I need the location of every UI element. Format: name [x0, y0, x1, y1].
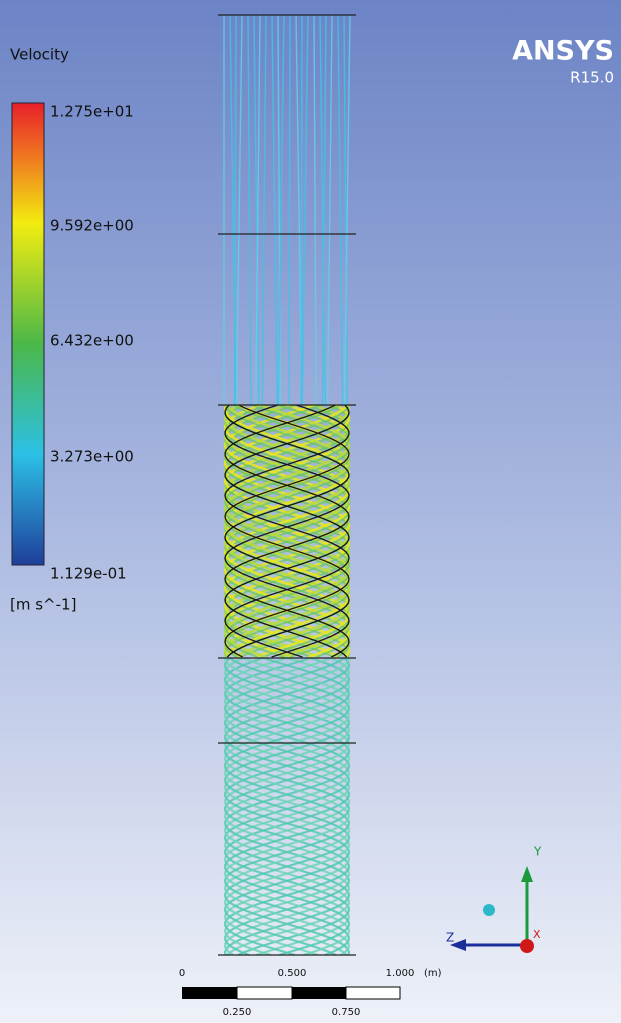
- viewport: Velocity 1.275e+01 9.592e+00 6.432e+00 3…: [0, 0, 621, 1023]
- scale-label: 0.750: [332, 1007, 361, 1018]
- scale-label: 0: [179, 968, 185, 979]
- colorbar: [12, 103, 44, 565]
- scale-segment: [182, 987, 237, 999]
- legend-title: Velocity: [10, 46, 69, 64]
- axis-label: Y: [533, 845, 542, 859]
- scale-segment: [292, 987, 346, 999]
- legend-label: 1.275e+01: [50, 103, 134, 121]
- streamline: [301, 15, 302, 405]
- axis-label: X: [533, 928, 541, 941]
- scale-label: (m): [424, 968, 442, 979]
- legend-label: 9.592e+00: [50, 217, 134, 235]
- scale-label: 0.250: [223, 1007, 252, 1018]
- axis-label: Z: [446, 931, 454, 945]
- scale-segment: [237, 987, 292, 999]
- scale-label: 0.500: [278, 968, 307, 979]
- legend-label: 3.273e+00: [50, 448, 134, 466]
- streamline: [289, 15, 290, 405]
- scale-label: 1.000: [386, 968, 415, 979]
- legend-label: 6.432e+00: [50, 332, 134, 350]
- legend-units: [m s^-1]: [10, 596, 76, 614]
- scale-segment: [346, 987, 400, 999]
- legend-label: 1.129e-01: [50, 565, 127, 583]
- logo-version: R15.0: [570, 69, 614, 87]
- logo: ANSYS: [512, 36, 614, 67]
